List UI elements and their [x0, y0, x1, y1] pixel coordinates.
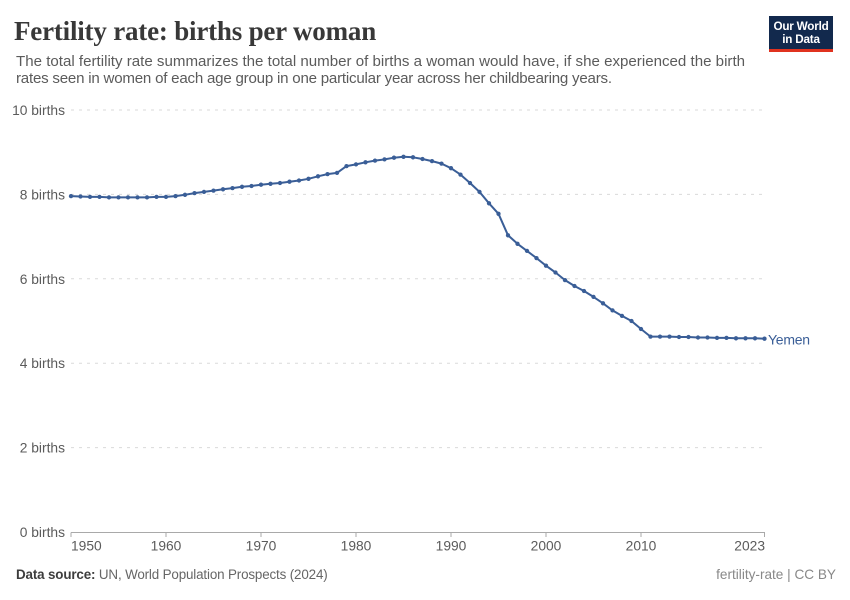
- svg-text:6 births: 6 births: [20, 272, 65, 287]
- svg-text:1960: 1960: [151, 539, 182, 554]
- svg-text:2010: 2010: [626, 539, 657, 554]
- svg-text:1980: 1980: [341, 539, 372, 554]
- svg-text:2023: 2023: [734, 539, 765, 554]
- svg-text:10 births: 10 births: [12, 103, 65, 118]
- svg-text:Yemen: Yemen: [768, 332, 810, 348]
- svg-text:1990: 1990: [436, 539, 467, 554]
- svg-text:2000: 2000: [531, 539, 562, 554]
- svg-text:8 births: 8 births: [20, 187, 65, 202]
- svg-text:2 births: 2 births: [20, 441, 65, 456]
- svg-text:4 births: 4 births: [20, 356, 65, 371]
- svg-text:1970: 1970: [246, 539, 277, 554]
- svg-text:0 births: 0 births: [20, 525, 65, 540]
- svg-text:1950: 1950: [71, 539, 102, 554]
